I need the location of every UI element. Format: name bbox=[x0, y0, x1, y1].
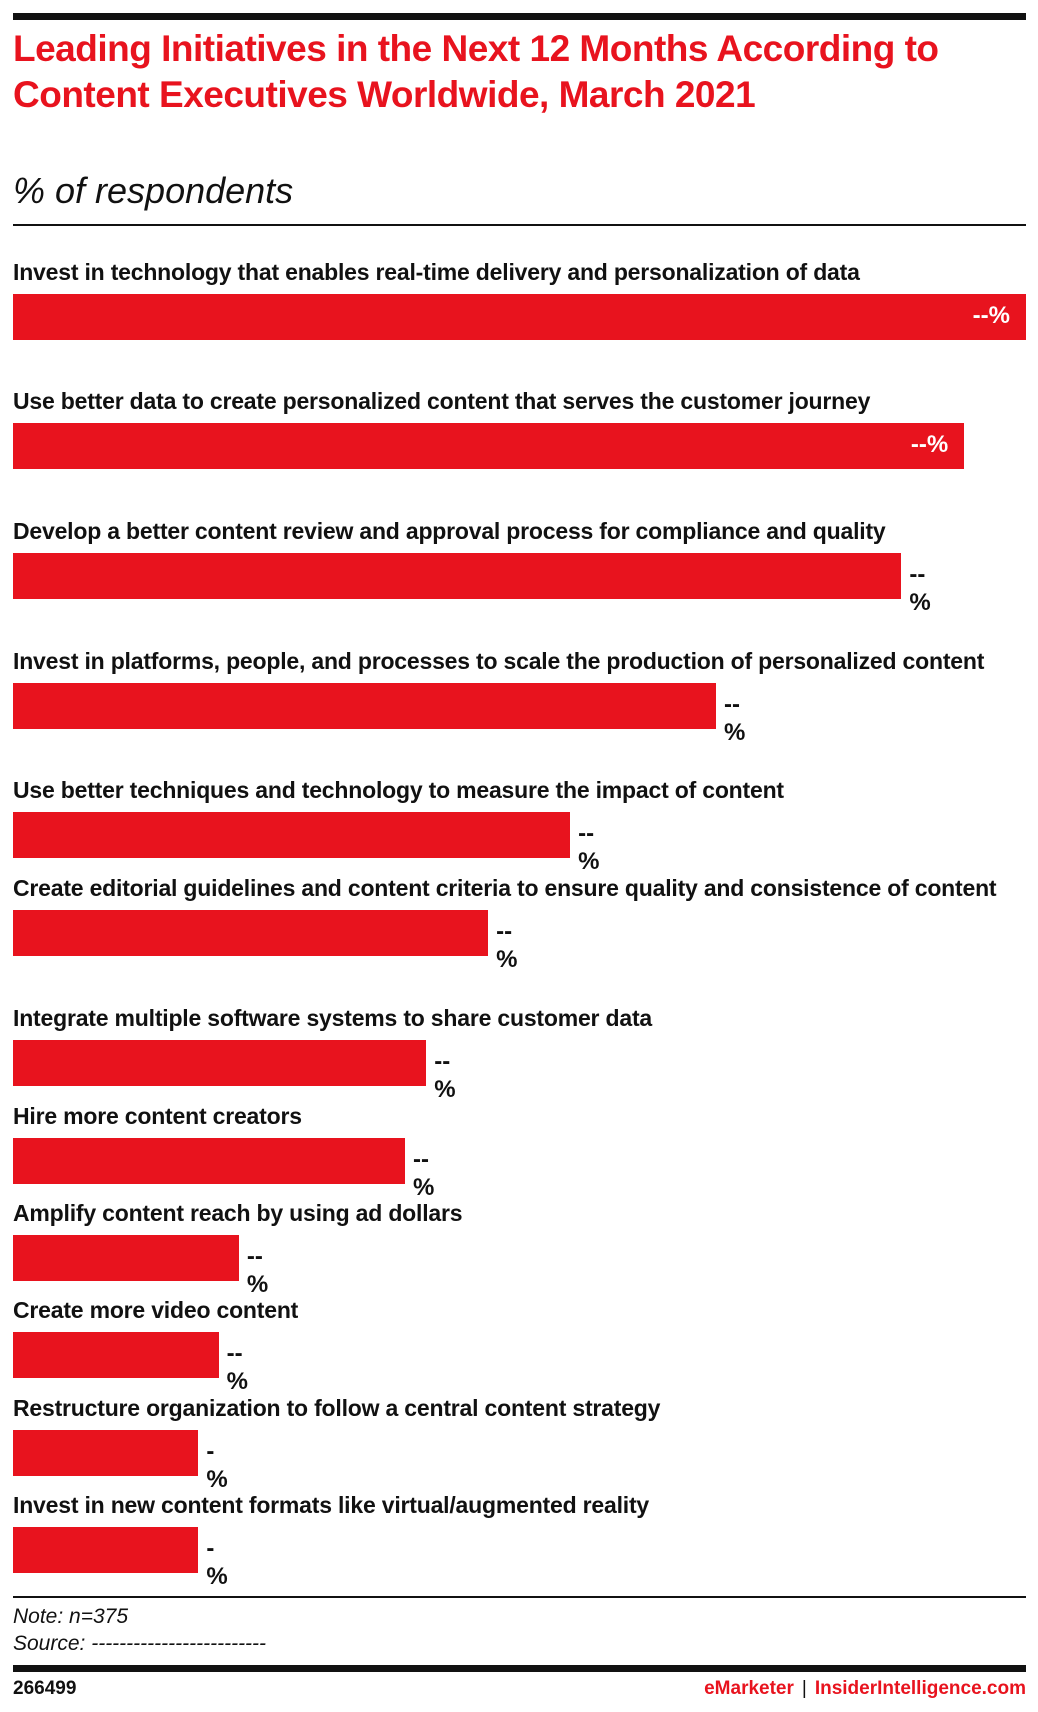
category-label: Use better data to create personalized c… bbox=[13, 388, 871, 414]
bar-row: Invest in technology that enables real-t… bbox=[13, 256, 1026, 340]
value-label: --% bbox=[578, 820, 600, 875]
value-label: --% bbox=[496, 918, 518, 973]
category-label: Invest in platforms, people, and process… bbox=[13, 648, 985, 674]
brand-separator: | bbox=[801, 1678, 807, 1699]
bar-row: Use better data to create personalized c… bbox=[13, 385, 1026, 469]
bar: --% bbox=[13, 1332, 248, 1395]
bar: --% bbox=[13, 910, 517, 973]
value-label: --% bbox=[724, 691, 746, 746]
category-label: Integrate multiple software systems to s… bbox=[13, 1005, 652, 1031]
bar: --% bbox=[13, 683, 745, 746]
header-rule bbox=[13, 224, 1026, 226]
chart-id: 266499 bbox=[13, 1678, 77, 1699]
category-label: Amplify content reach by using ad dollar… bbox=[13, 1200, 463, 1226]
bar-row: Create more video content --% bbox=[13, 1294, 1026, 1395]
brand-emarketer: eMarketer bbox=[704, 1678, 794, 1699]
bar: --% bbox=[13, 1138, 434, 1201]
bar-row: Invest in platforms, people, and process… bbox=[13, 645, 1026, 746]
category-label: Invest in technology that enables real-t… bbox=[13, 259, 860, 285]
value-label: --% bbox=[434, 1048, 456, 1103]
note: Note: n=375 bbox=[13, 1605, 129, 1628]
category-label: Invest in new content formats like virtu… bbox=[13, 1492, 649, 1518]
bar-row: Develop a better content review and appr… bbox=[13, 515, 1026, 616]
bar-row: Amplify content reach by using ad dollar… bbox=[13, 1197, 1026, 1298]
top-rule bbox=[13, 13, 1026, 20]
value-label: -% bbox=[206, 1438, 228, 1493]
bar-row: Hire more content creators --% bbox=[13, 1100, 1026, 1201]
category-label: Hire more content creators bbox=[13, 1103, 302, 1129]
chart-title: Leading Initiatives in the Next 12 Month… bbox=[13, 28, 939, 115]
bar: --% bbox=[13, 423, 965, 469]
bar: --% bbox=[13, 1040, 456, 1103]
bar: --% bbox=[13, 1235, 268, 1298]
bar: --% bbox=[13, 553, 931, 616]
category-label: Use better techniques and technology to … bbox=[13, 777, 784, 803]
bar-row: Restructure organization to follow a cen… bbox=[13, 1392, 1026, 1493]
value-label: --% bbox=[910, 431, 949, 458]
category-label: Create more video content bbox=[13, 1297, 299, 1323]
value-label: --% bbox=[909, 561, 931, 616]
category-label: Restructure organization to follow a cen… bbox=[13, 1395, 661, 1421]
bar: -% bbox=[13, 1430, 228, 1493]
bar-row: Integrate multiple software systems to s… bbox=[13, 1002, 1026, 1103]
value-label: --% bbox=[413, 1146, 435, 1201]
bar: -% bbox=[13, 1527, 228, 1590]
brand: eMarketer | InsiderIntelligence.com bbox=[704, 1678, 1026, 1700]
category-label: Create editorial guidelines and content … bbox=[13, 875, 997, 901]
category-label: Develop a better content review and appr… bbox=[13, 518, 886, 544]
bar: --% bbox=[13, 294, 1026, 340]
value-label: --% bbox=[972, 302, 1010, 329]
bar-row: Use better techniques and technology to … bbox=[13, 774, 1026, 875]
value-label: --% bbox=[246, 1243, 269, 1298]
chart-subtitle: % of respondents bbox=[13, 170, 294, 211]
bar-row: Invest in new content formats like virtu… bbox=[13, 1489, 1026, 1590]
value-label: --% bbox=[226, 1340, 248, 1395]
source: Source: ------------------------- bbox=[13, 1632, 267, 1655]
footer-rule bbox=[13, 1596, 1026, 1598]
brand-insider-intelligence: InsiderIntelligence.com bbox=[814, 1678, 1026, 1699]
bar-row: Create editorial guidelines and content … bbox=[13, 872, 1026, 973]
bar: --% bbox=[13, 812, 599, 875]
value-label: -% bbox=[206, 1535, 228, 1590]
bottom-rule bbox=[13, 1665, 1026, 1672]
